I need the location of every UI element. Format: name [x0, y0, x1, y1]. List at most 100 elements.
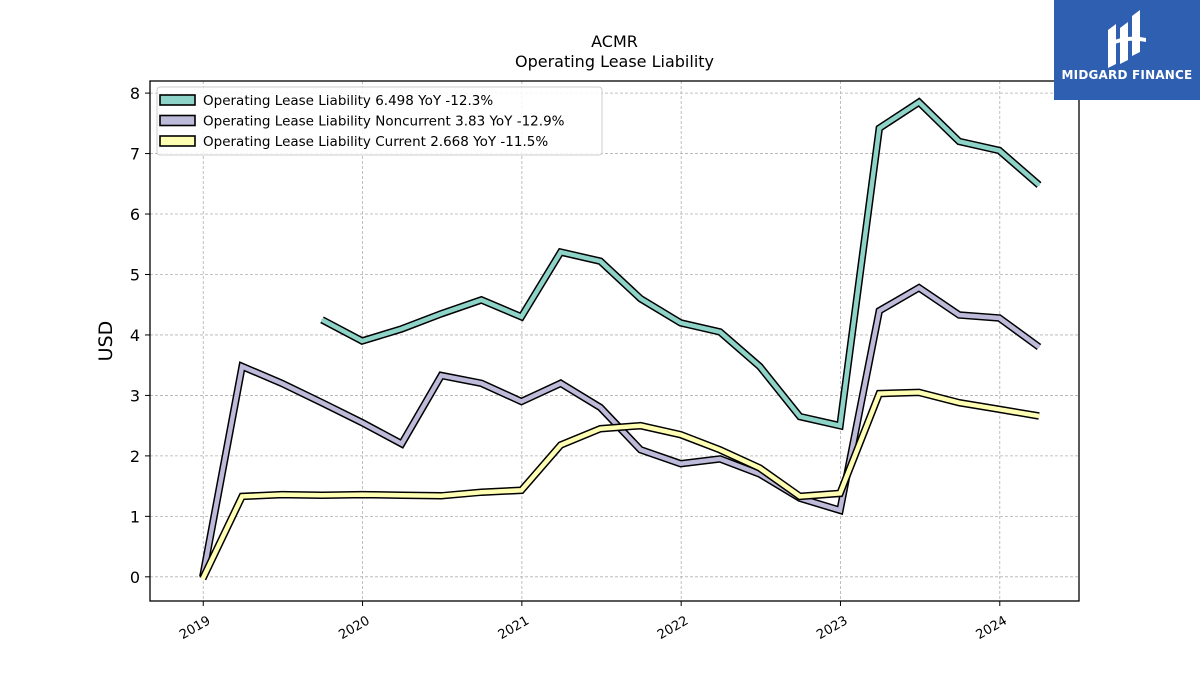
y-tick-label: 8 — [130, 84, 140, 103]
data-point — [241, 495, 243, 498]
data-point — [639, 297, 642, 300]
data-point — [559, 444, 562, 446]
data-point — [559, 382, 562, 385]
legend-entry: Operating Lease Liability Noncurrent 3.8… — [203, 114, 565, 130]
series-operating-lease-liability — [320, 97, 1042, 431]
data-point — [400, 443, 403, 445]
grid — [150, 81, 1079, 601]
data-point — [639, 424, 642, 427]
x-tick-label: 2022 — [655, 613, 691, 643]
data-point — [878, 127, 881, 129]
data-point — [400, 328, 403, 330]
data-point — [719, 331, 721, 333]
y-axis-label: USD — [95, 321, 117, 362]
data-point — [480, 491, 483, 494]
legend-swatch — [159, 135, 196, 147]
data-point — [998, 317, 1001, 319]
data-point — [361, 493, 363, 496]
data-point — [321, 401, 323, 404]
data-point — [839, 509, 841, 512]
y-tick-label: 3 — [130, 386, 140, 405]
data-point — [520, 400, 523, 403]
data-point — [878, 392, 881, 395]
data-point — [559, 251, 562, 253]
y-tick-label: 6 — [130, 205, 140, 224]
legend-entry: Operating Lease Liability Current 2.668 … — [203, 134, 548, 150]
data-point — [1038, 346, 1040, 348]
data-point — [440, 374, 443, 377]
x-tick-label: 2024 — [974, 613, 1010, 643]
legend-swatch — [159, 114, 196, 127]
data-point — [480, 382, 483, 385]
brand-mark-icon — [1108, 10, 1146, 68]
y-tick-label: 1 — [130, 507, 140, 526]
data-point — [321, 494, 323, 497]
data-point — [599, 260, 602, 263]
y-tick-label: 0 — [130, 568, 140, 587]
brand-name: MIDGARD FINANCE — [1061, 68, 1193, 82]
data-point — [361, 340, 363, 342]
y-tick-label: 4 — [130, 326, 140, 345]
data-point — [202, 577, 204, 580]
x-tick-label: 2023 — [814, 613, 850, 643]
data-point — [599, 427, 602, 430]
data-point — [839, 492, 841, 495]
data-point — [958, 314, 960, 316]
data-point — [400, 494, 403, 497]
data-point — [1038, 184, 1040, 186]
y-tick-label: 5 — [130, 265, 140, 284]
data-point — [480, 299, 483, 301]
data-point — [679, 462, 682, 465]
data-point — [440, 495, 443, 497]
data-point — [918, 391, 920, 394]
series-line — [200, 390, 1040, 580]
data-point — [241, 365, 243, 368]
data-point — [878, 310, 881, 312]
data-point — [719, 458, 721, 460]
data-point — [679, 322, 682, 324]
data-point — [281, 493, 283, 496]
series-lines — [199, 97, 1042, 581]
legend-box — [156, 86, 603, 156]
data-point — [639, 449, 642, 451]
series-operating-lease-liability-current — [199, 388, 1040, 581]
y-tick-label: 7 — [130, 145, 140, 164]
legend-entry: Operating Lease Liability 6.498 YoY -12.… — [203, 93, 493, 109]
data-point — [758, 365, 761, 368]
series-line — [200, 285, 1041, 578]
data-point — [1038, 415, 1040, 417]
data-point — [361, 421, 363, 424]
data-point — [918, 101, 920, 103]
data-point — [799, 495, 801, 498]
data-point — [520, 316, 523, 318]
series-line-outline — [199, 388, 1040, 581]
data-point — [321, 319, 323, 321]
data-point — [958, 140, 960, 143]
data-point — [958, 401, 960, 404]
x-tick-label: 2019 — [177, 613, 213, 643]
data-point — [679, 433, 682, 436]
data-point — [839, 424, 841, 427]
series-operating-lease-liability-noncurrent — [199, 283, 1042, 578]
data-point — [520, 489, 523, 492]
data-point — [918, 287, 920, 289]
legend-swatch — [159, 94, 196, 106]
chart-subtitle: Operating Lease Liability — [515, 52, 714, 71]
plot-frame — [149, 80, 1080, 602]
data-point — [998, 408, 1001, 411]
data-point — [599, 406, 602, 409]
brand-logo: MIDGARD FINANCE — [1054, 0, 1200, 100]
data-point — [719, 449, 721, 451]
data-point — [758, 467, 761, 469]
data-point — [758, 473, 761, 475]
legend: Operating Lease Liability 6.498 YoY -12.… — [156, 86, 603, 156]
data-point — [799, 415, 801, 418]
x-tick-label: 2021 — [496, 613, 532, 643]
chart-title: ACMR — [591, 32, 638, 51]
data-point — [440, 313, 443, 315]
data-point — [281, 382, 283, 385]
data-point — [998, 149, 1001, 152]
y-tick-label: 2 — [130, 447, 140, 466]
x-tick-label: 2020 — [336, 613, 372, 643]
